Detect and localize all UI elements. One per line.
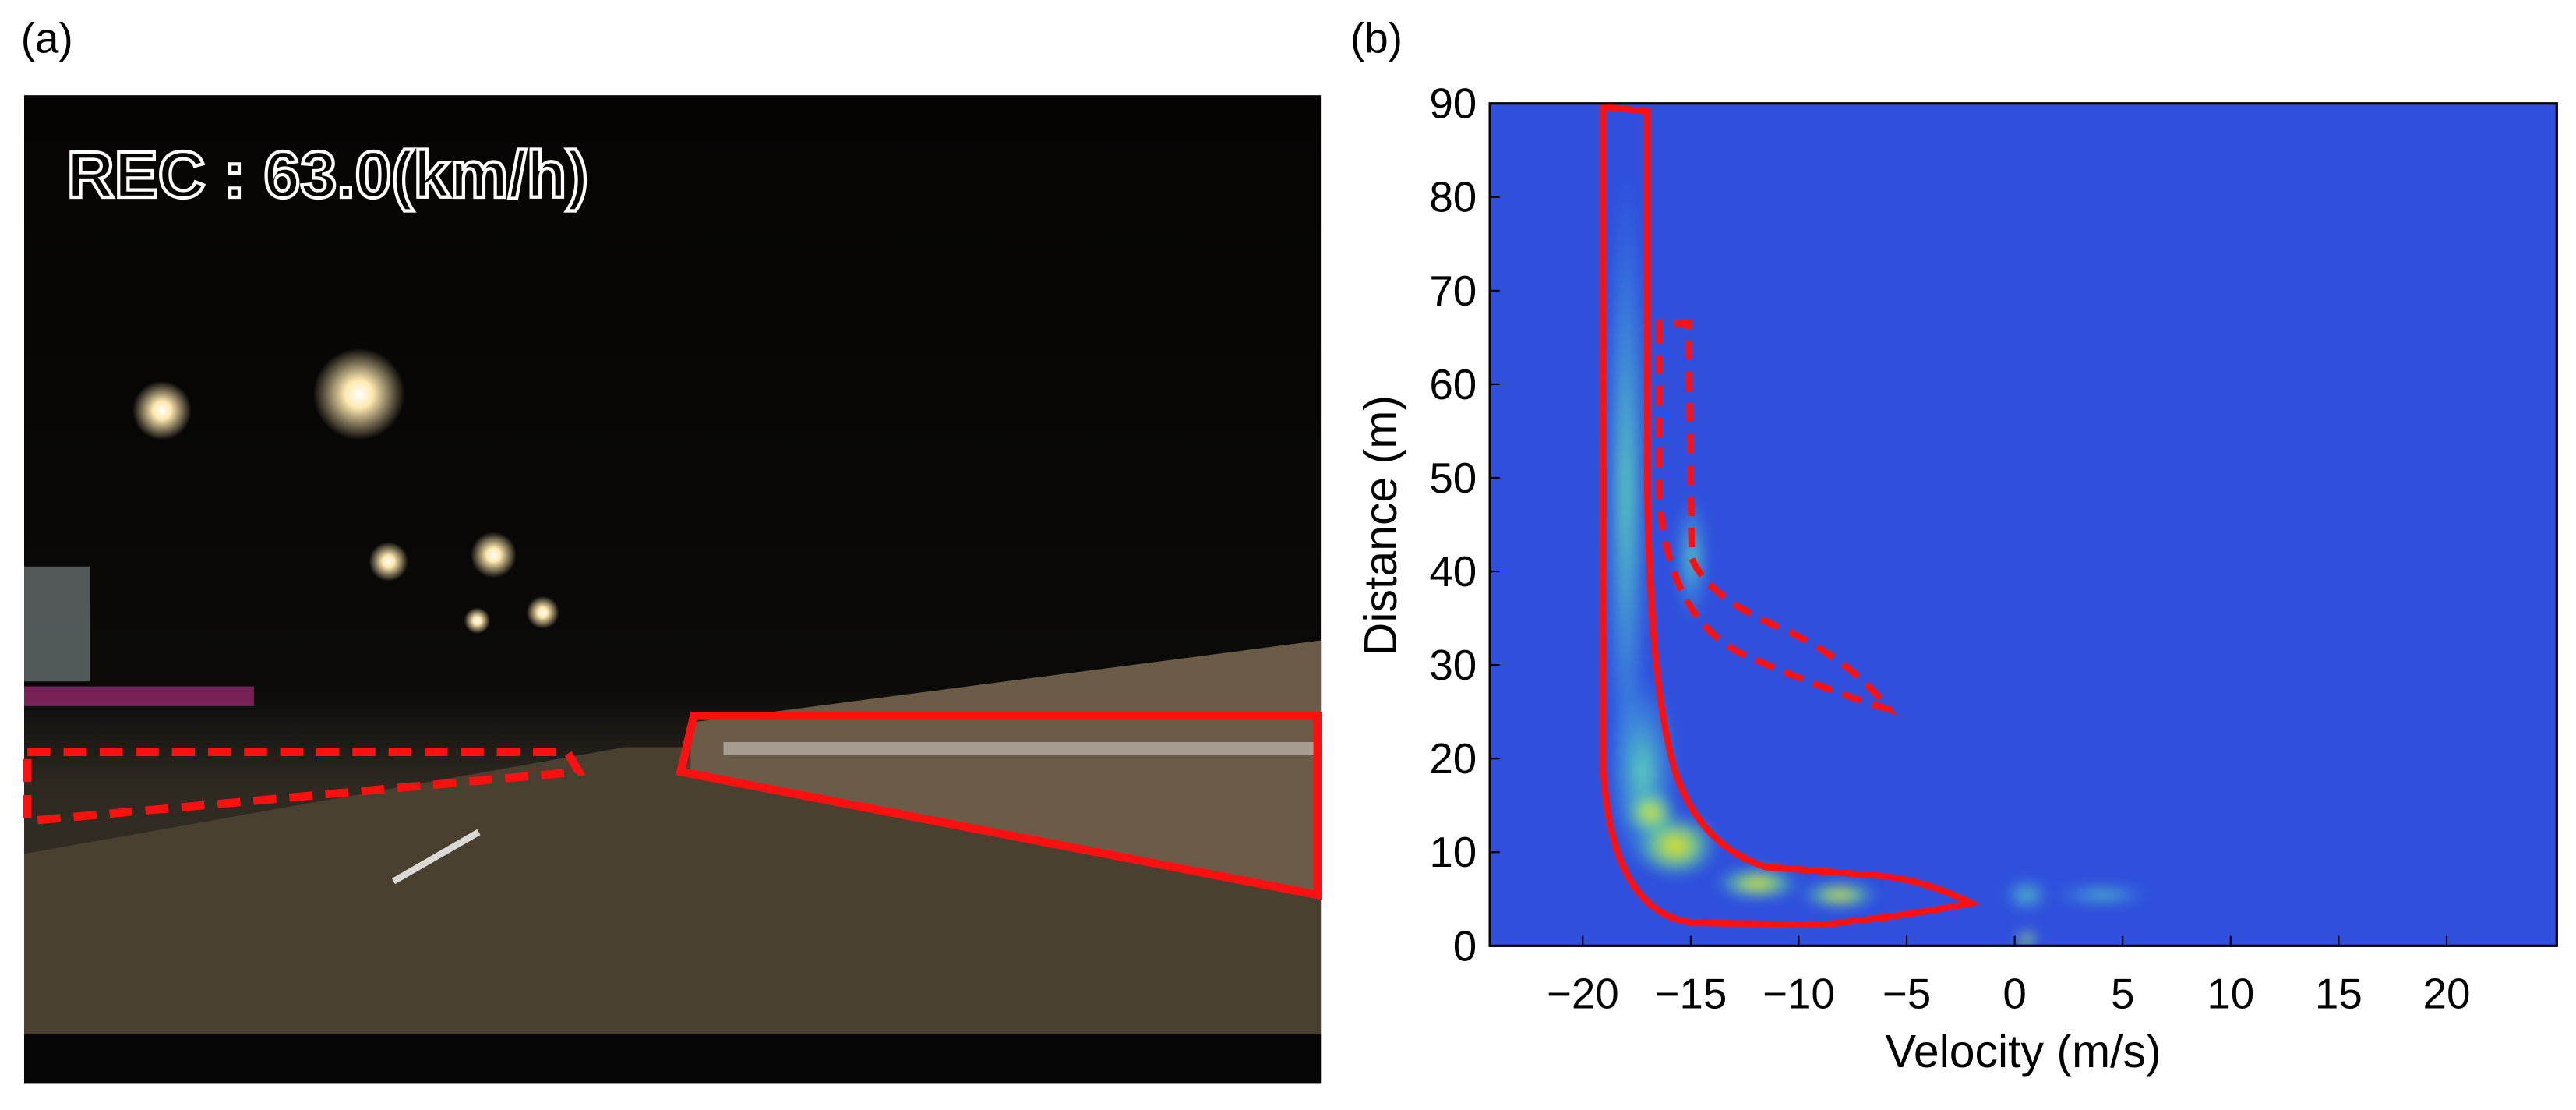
panel-label: (a) — [21, 13, 73, 62]
annotation-outlines — [1600, 103, 1981, 928]
photo — [23, 95, 1322, 1084]
x-tick-label: 5 — [2111, 969, 2134, 1017]
x-tick-label: 10 — [2207, 969, 2254, 1017]
y-tick-label: 60 — [1429, 360, 1477, 408]
x-tick-label: −20 — [1547, 969, 1619, 1017]
y-tick-label: 90 — [1429, 80, 1477, 128]
x-tick-label: −5 — [1883, 969, 1931, 1017]
x-tick-label: 15 — [2315, 969, 2363, 1017]
y-tick-label: 20 — [1429, 734, 1477, 783]
y-tick-label: 80 — [1429, 173, 1477, 221]
x-tick-label: 20 — [2423, 969, 2471, 1017]
panel-label: (b) — [1350, 13, 1403, 62]
overlay-text: REC : 63.0(km/h) — [67, 138, 588, 211]
x-axis-label: Velocity (m/s) — [1886, 1027, 2161, 1077]
x-tick-label: 0 — [2003, 969, 2026, 1017]
heatmap-intensity — [1603, 164, 2152, 946]
y-tick-label: 30 — [1429, 641, 1477, 689]
y-tick-label: 50 — [1429, 454, 1477, 502]
y-tick-label: 40 — [1429, 547, 1477, 596]
y-tick-label: 10 — [1429, 828, 1477, 876]
x-tick-label: −15 — [1654, 969, 1727, 1017]
y-tick-label: 0 — [1453, 921, 1477, 970]
y-tick-label: 70 — [1429, 267, 1477, 315]
y-axis-label: Distance (m) — [1356, 395, 1406, 656]
x-tick-label: −10 — [1763, 969, 1835, 1017]
plot-frame — [1488, 102, 2558, 947]
